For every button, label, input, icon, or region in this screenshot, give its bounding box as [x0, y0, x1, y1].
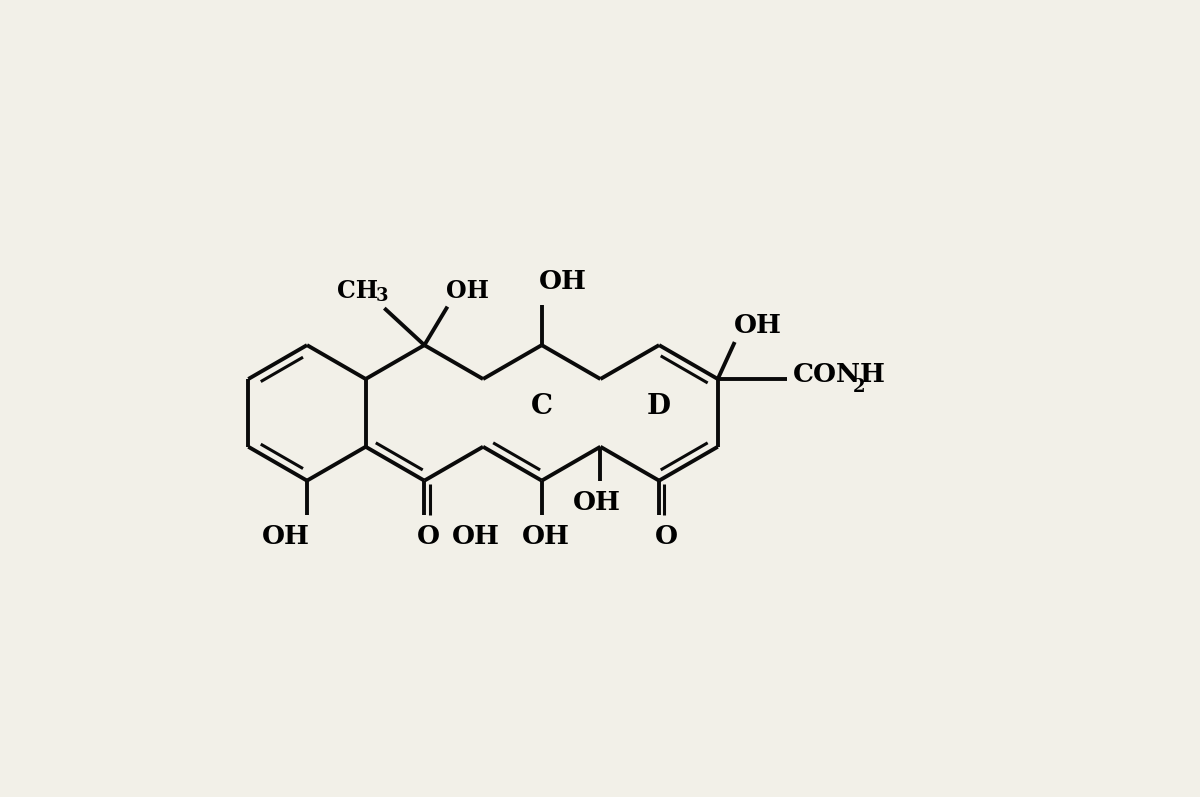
Text: CONH: CONH — [793, 362, 886, 387]
Text: OH: OH — [522, 524, 570, 548]
Text: 3: 3 — [376, 287, 389, 304]
Text: CH: CH — [337, 279, 378, 303]
Text: OH: OH — [446, 279, 488, 303]
Text: OH: OH — [262, 524, 310, 548]
Text: OH: OH — [451, 524, 499, 548]
Text: D: D — [647, 393, 671, 420]
Text: O: O — [655, 524, 678, 548]
Text: OH: OH — [572, 489, 620, 515]
Text: 2: 2 — [853, 378, 865, 395]
Text: OH: OH — [539, 269, 587, 294]
Text: O: O — [416, 524, 439, 548]
Text: OH: OH — [734, 312, 781, 338]
Text: C: C — [530, 393, 553, 420]
